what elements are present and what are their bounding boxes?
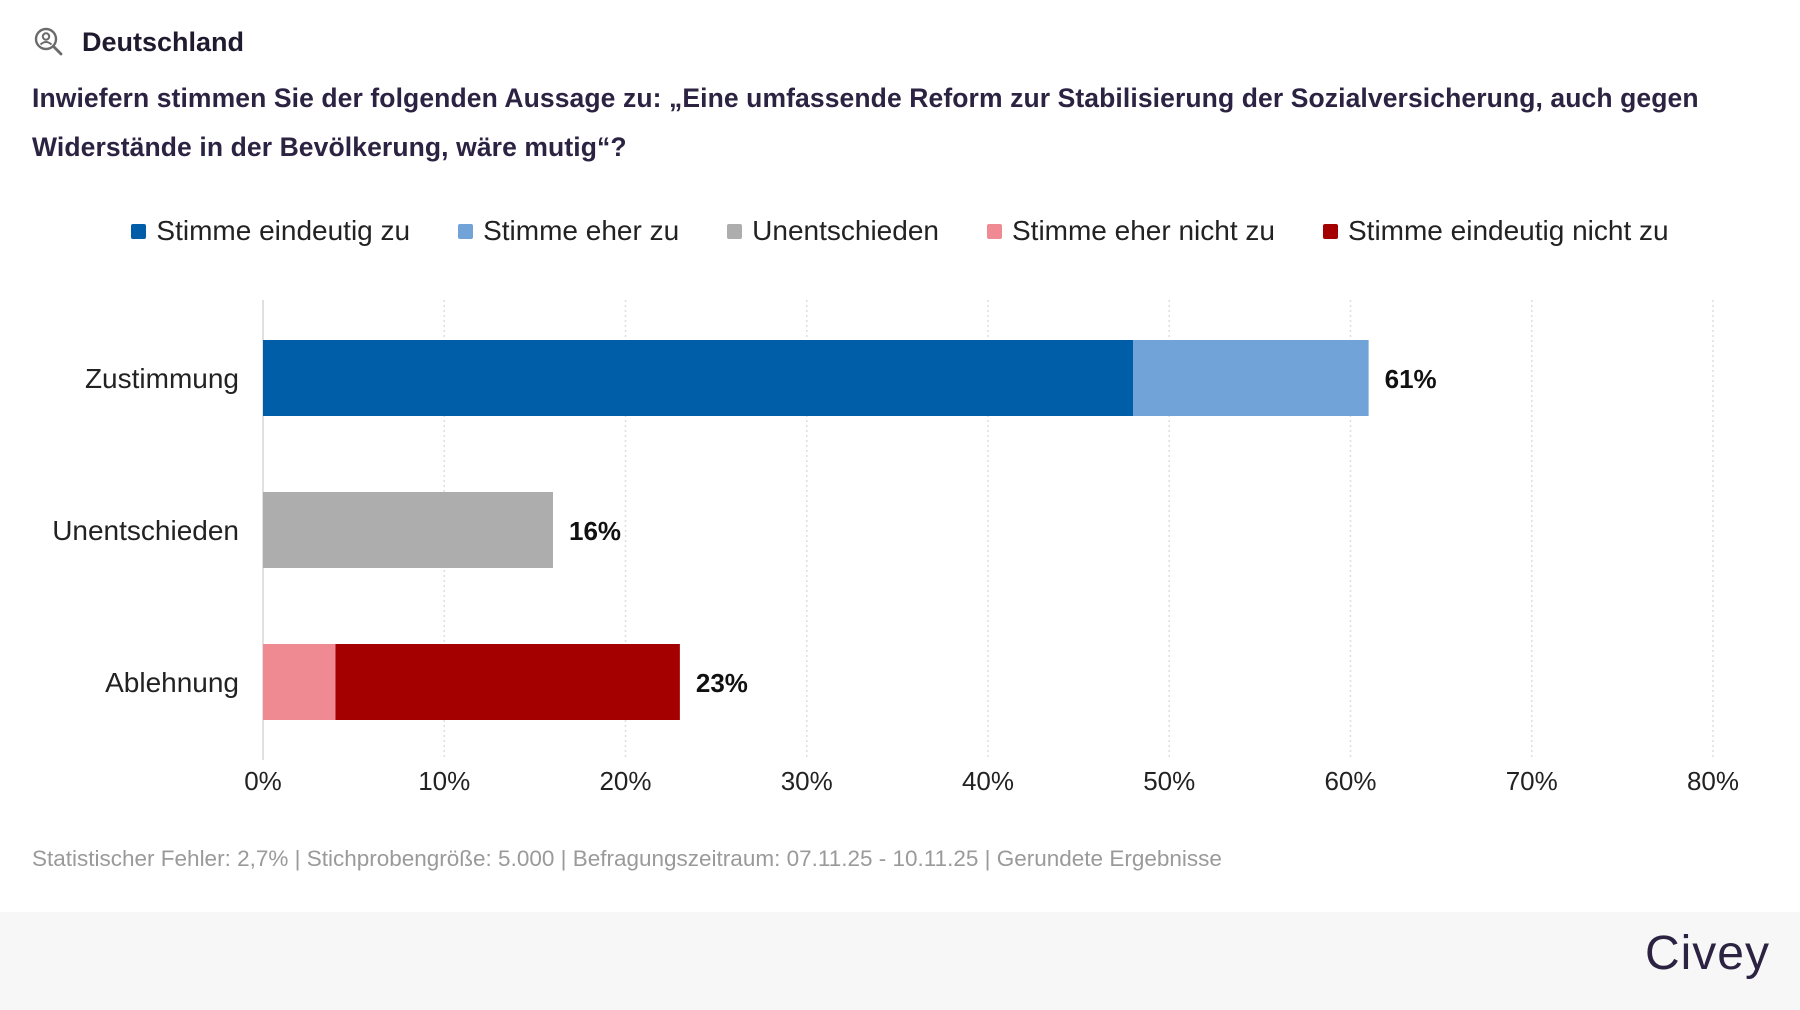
legend-label: Stimme eindeutig nicht zu xyxy=(1347,215,1669,246)
bar-segment xyxy=(263,340,1133,416)
region-label: Deutschland xyxy=(82,26,245,57)
legend-swatch xyxy=(1322,223,1338,239)
legend-item: Stimme eindeutig nicht zu xyxy=(1322,215,1669,247)
footer-bar: Civey xyxy=(0,912,1800,1010)
legend-item: Stimme eindeutig zu xyxy=(131,215,410,247)
legend-label: Stimme eher nicht zu xyxy=(1011,215,1275,246)
bar-segment xyxy=(263,644,336,720)
chart-legend: Stimme eindeutig zu Stimme eher zu Unentsc… xyxy=(0,215,1800,247)
tick-label: 50% xyxy=(1143,766,1195,796)
tick-label: 0% xyxy=(244,766,282,796)
legend-label: Unentschieden xyxy=(752,215,939,246)
bar-segment xyxy=(1133,340,1369,416)
tick-label: 20% xyxy=(599,766,651,796)
legend-swatch xyxy=(458,223,474,239)
person-search-icon xyxy=(32,25,66,59)
data-label: 61% xyxy=(1385,364,1437,394)
tick-label: 30% xyxy=(781,766,833,796)
region-row: Deutschland xyxy=(32,24,1768,60)
legend-swatch xyxy=(131,223,147,239)
legend-label: Stimme eher zu xyxy=(483,215,680,246)
footnote: Statistischer Fehler: 2,7% | Stichproben… xyxy=(32,846,1222,871)
tick-label: 10% xyxy=(418,766,470,796)
legend-item: Stimme eher nicht zu xyxy=(986,215,1275,247)
category-label: Ablehnung xyxy=(105,667,239,698)
legend-item: Stimme eher zu xyxy=(458,215,679,247)
bar-segment xyxy=(263,492,553,568)
legend-swatch xyxy=(986,223,1002,239)
chart-header: Deutschland Inwiefern stimmen Sie der fo… xyxy=(32,24,1768,172)
data-label: 23% xyxy=(696,668,748,698)
legend-item: Unentschieden xyxy=(727,215,939,247)
tick-label: 60% xyxy=(1324,766,1376,796)
category-label: Zustimmung xyxy=(85,363,239,394)
bar-segment xyxy=(335,644,680,720)
legend-swatch xyxy=(727,223,743,239)
bar-chart: Zustimmung 61% Unentschieden 16% Ablehnung 23… xyxy=(52,300,1739,796)
tick-label: 70% xyxy=(1506,766,1558,796)
tick-label: 40% xyxy=(962,766,1014,796)
chart-question: Inwiefern stimmen Sie der folgenden Auss… xyxy=(32,83,1699,162)
data-label: 16% xyxy=(569,516,621,546)
category-label: Unentschieden xyxy=(52,515,239,546)
brand-logo: Civey xyxy=(1644,927,1770,980)
legend-label: Stimme eindeutig zu xyxy=(156,215,411,246)
tick-label: 80% xyxy=(1687,766,1739,796)
